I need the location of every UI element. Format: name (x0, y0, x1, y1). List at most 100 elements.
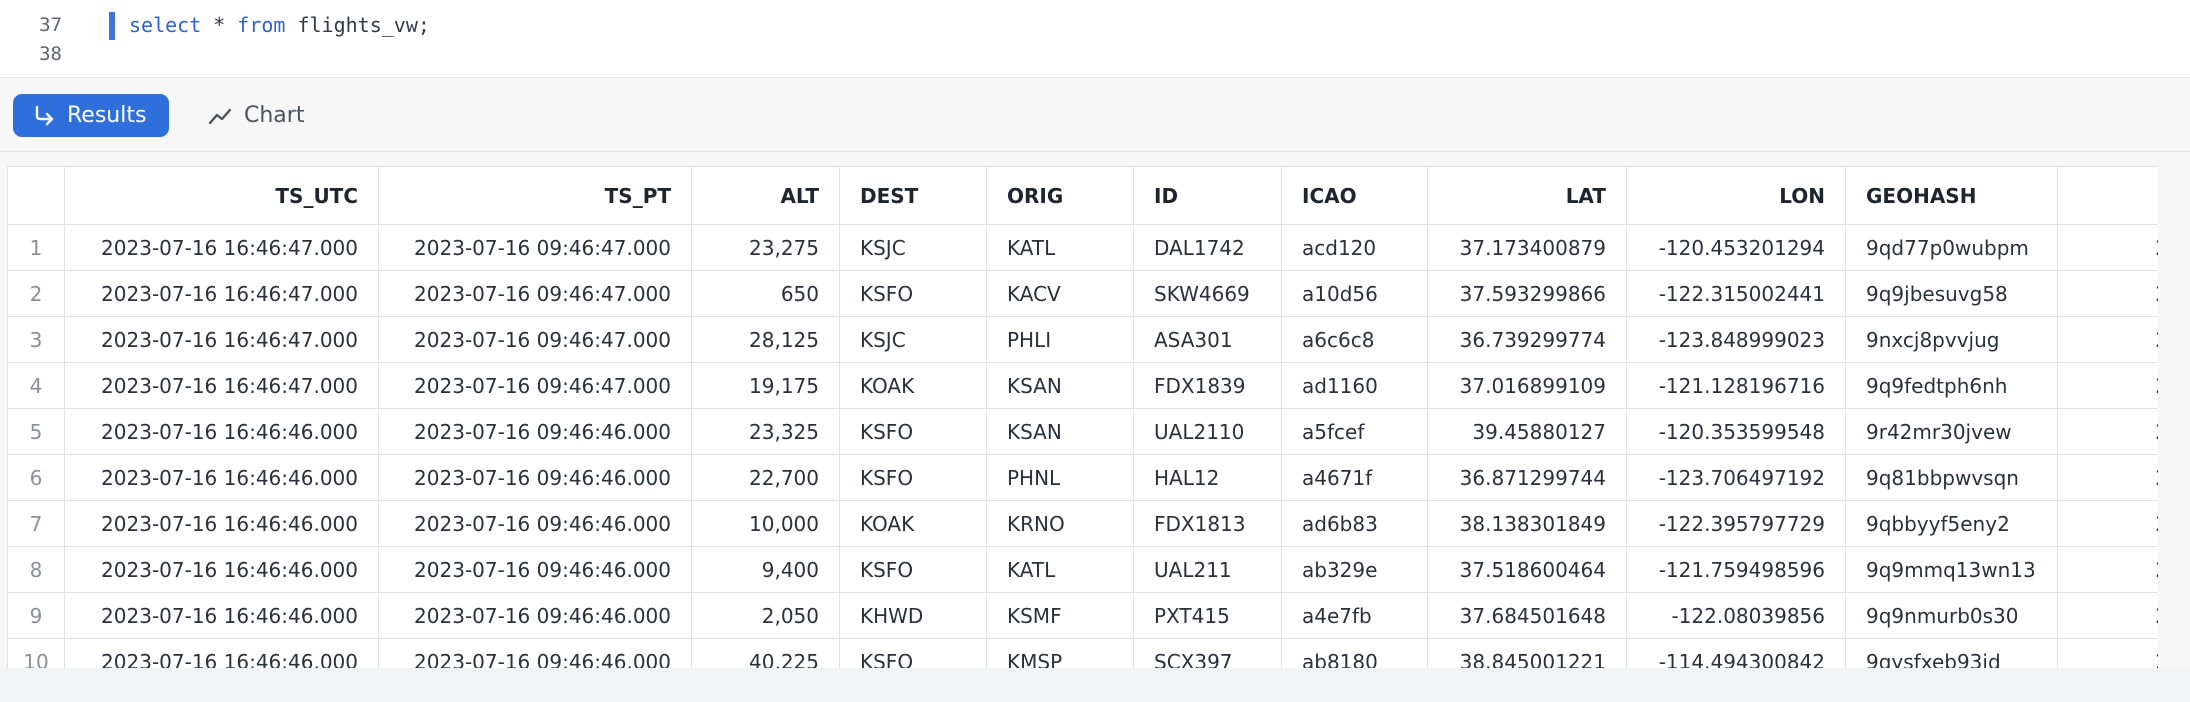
cell: -123.848999023 (1626, 316, 1846, 363)
cell: 2023-07-16 09:46:47.000 (378, 362, 692, 409)
data-row: 1 2023-07-16 16:46:47.000 2023-07-16 09:46… (7, 224, 2158, 271)
cell: 2,0 (2057, 270, 2158, 317)
cell: 9q9jbesuvg58 (1845, 270, 2058, 317)
cell: UAL2110 (1133, 408, 1282, 455)
cell: 2023-07-16 09:46:47.000 (378, 316, 692, 363)
column-header[interactable]: ALT (691, 166, 840, 225)
cell: 2023-07-16 16:46:46.000 (64, 638, 379, 668)
cell: 37.173400879 (1427, 224, 1627, 271)
column-header[interactable]: LAT (1427, 166, 1627, 225)
code-token: * (213, 13, 226, 37)
cell: SKW4669 (1133, 270, 1282, 317)
cell: 38.138301849 (1427, 500, 1627, 547)
cell: KACV (986, 270, 1134, 317)
sql-editor[interactable]: 36 37 select * from flights_vw; 38 (0, 0, 2190, 78)
cell: DAL1742 (1133, 224, 1282, 271)
cell: -122.395797729 (1626, 500, 1846, 547)
row-number-header (7, 166, 65, 225)
cell: ASA301 (1133, 316, 1282, 363)
cursor-line-marker (109, 12, 115, 40)
cell: 2,050 (691, 592, 840, 639)
cell: 36.739299774 (1427, 316, 1627, 363)
cell: FDX1839 (1133, 362, 1282, 409)
cell: 2023-07-16 09:46:46.000 (378, 454, 692, 501)
row-number: 4 (7, 362, 65, 409)
cell: ab329e (1281, 546, 1428, 593)
cell: 9qd77p0wubpm (1845, 224, 2058, 271)
cell: 40,225 (691, 638, 840, 668)
cell: 37.684501648 (1427, 592, 1627, 639)
cell: KSJC (839, 316, 987, 363)
cell: 2023-07-16 09:46:46.000 (378, 408, 692, 455)
cell: 2023-07-16 09:46:46.000 (378, 500, 692, 547)
line-number: 38 (39, 43, 62, 65)
cell: -114.494300842 (1626, 638, 1846, 668)
results-table: TS_UTC TS_PT ALT DEST ORIG ID ICAO LAT LON GEOHAS… (7, 166, 2158, 668)
column-header[interactable]: ID (1133, 166, 1282, 225)
cell: -121.759498596 (1626, 546, 1846, 593)
cell: KATL (986, 546, 1134, 593)
cell: 2023-07-16 09:46:47.000 (378, 270, 692, 317)
cell: HAL12 (1133, 454, 1282, 501)
cell: 9qysfxeb93jd (1845, 638, 2058, 668)
keyword: select (129, 13, 202, 37)
cell: KSAN (986, 362, 1134, 409)
code-line: select * from flights_vw; (129, 13, 442, 37)
cell: 2,0 (2057, 408, 2158, 455)
cell: a10d56 (1281, 270, 1428, 317)
row-number: 3 (7, 316, 65, 363)
column-header[interactable]: TS_UTC (64, 166, 379, 225)
cell: -122.315002441 (1626, 270, 1846, 317)
cell: 9nxcj8pvvjug (1845, 316, 2058, 363)
results-icon (35, 105, 54, 125)
tab-label: Chart (244, 103, 305, 128)
cell: FDX1813 (1133, 500, 1282, 547)
cell: PHLI (986, 316, 1134, 363)
cell: 19,175 (691, 362, 840, 409)
column-header[interactable]: TS_PT (378, 166, 692, 225)
cell: 2023-07-16 16:46:46.000 (64, 546, 379, 593)
cell: ab8180 (1281, 638, 1428, 668)
code-token: flights_vw; (297, 13, 430, 37)
column-header[interactable]: ORIG (986, 166, 1134, 225)
column-header[interactable]: ··· (2057, 166, 2158, 225)
row-number: 10 (7, 638, 65, 668)
keyword: from (237, 13, 286, 37)
cell: 37.593299866 (1427, 270, 1627, 317)
column-header[interactable]: ICAO (1281, 166, 1428, 225)
cell: 2,0 (2057, 638, 2158, 668)
cell: KRNO (986, 500, 1134, 547)
cell: KSFO (839, 408, 987, 455)
column-header[interactable]: DEST (839, 166, 987, 225)
cell: 9qbbyyf5eny2 (1845, 500, 2058, 547)
cell: 23,325 (691, 408, 840, 455)
cell: ad1160 (1281, 362, 1428, 409)
results-tab[interactable]: Results (13, 94, 169, 137)
row-number: 5 (7, 408, 65, 455)
data-row: 8 2023-07-16 16:46:46.000 2023-07-16 09:46… (7, 546, 2158, 593)
data-row: 7 2023-07-16 16:46:46.000 2023-07-16 09:46… (7, 500, 2158, 547)
column-header[interactable]: LON (1626, 166, 1846, 225)
cell: UAL211 (1133, 546, 1282, 593)
data-row: 5 2023-07-16 16:46:46.000 2023-07-16 09:46… (7, 408, 2158, 455)
cell: KMSP (986, 638, 1134, 668)
column-header[interactable]: GEOHASH (1845, 166, 2058, 225)
cell: 2023-07-16 16:46:47.000 (64, 224, 379, 271)
row-number: 2 (7, 270, 65, 317)
cell: 2023-07-16 16:46:47.000 (64, 316, 379, 363)
cell: KATL (986, 224, 1134, 271)
cell: 2,0 (2057, 316, 2158, 363)
cell: KSFO (839, 270, 987, 317)
row-number: 6 (7, 454, 65, 501)
chart-tab[interactable]: Chart (188, 94, 324, 137)
cell: 38.845001221 (1427, 638, 1627, 668)
row-number: 8 (7, 546, 65, 593)
cell: 2023-07-16 16:46:46.000 (64, 408, 379, 455)
cell: -123.706497192 (1626, 454, 1846, 501)
cell: 9,400 (691, 546, 840, 593)
cell: 2,0 (2057, 592, 2158, 639)
cell: 2023-07-16 16:46:47.000 (64, 270, 379, 317)
cell: KSMF (986, 592, 1134, 639)
line-number: 36 (0, 0, 62, 4)
